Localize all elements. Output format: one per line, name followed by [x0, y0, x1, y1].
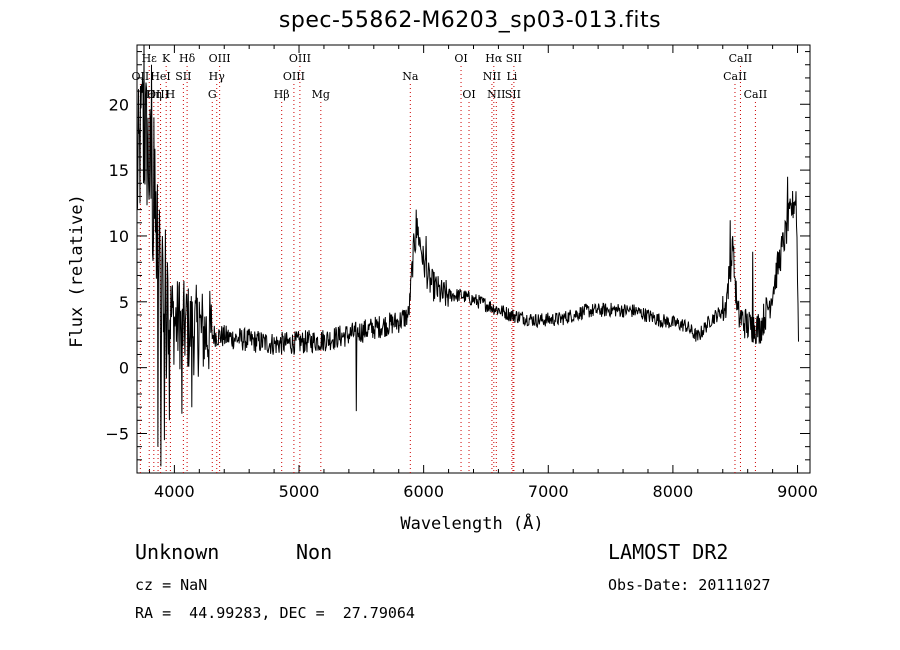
x-tick-label: 5000 — [279, 482, 320, 501]
spectrum-line — [136, 44, 799, 467]
y-tick-label: 20 — [109, 95, 129, 114]
line-label: NII — [487, 88, 505, 101]
line-label: Li — [506, 70, 517, 83]
line-label: Hδ — [179, 52, 196, 65]
line-label: CaII — [744, 88, 768, 101]
y-tick-label: −5 — [105, 424, 129, 443]
line-label: OII — [132, 70, 150, 83]
x-tick-label: 9000 — [777, 482, 818, 501]
line-label: CaII — [729, 52, 753, 65]
y-tick-label: 0 — [119, 359, 129, 378]
x-tick-label: 7000 — [528, 482, 569, 501]
x-tick-label: 8000 — [653, 482, 694, 501]
line-label: SII — [175, 70, 191, 83]
ra-dec: RA = 44.99283, DEC = 27.79064 — [135, 604, 415, 622]
line-label: NII — [483, 70, 501, 83]
line-label: SII — [505, 88, 521, 101]
line-label: Hε — [142, 52, 158, 65]
line-label: Mg — [312, 88, 330, 101]
line-label: H — [166, 88, 176, 101]
x-tick-label: 6000 — [403, 482, 444, 501]
subclass-label: Non — [296, 540, 333, 564]
obs-date: Obs-Date: 20111027 — [608, 576, 771, 594]
line-label: OI — [454, 52, 467, 65]
line-label: HeI — [150, 70, 170, 83]
y-axis-label: Flux (relative) — [67, 194, 87, 348]
y-tick-label: 10 — [109, 227, 129, 246]
y-tick-label: 15 — [109, 161, 129, 180]
x-tick-label: 4000 — [154, 482, 195, 501]
line-label: K — [162, 52, 171, 65]
line-label: OIII — [147, 88, 169, 101]
line-label: Hγ — [209, 70, 226, 83]
line-label: SII — [506, 52, 522, 65]
line-label: G — [208, 88, 217, 101]
line-label: Hβ — [274, 88, 290, 101]
line-label: OIII — [283, 70, 305, 83]
line-label: OIII — [289, 52, 311, 65]
line-label: CaII — [723, 70, 747, 83]
line-label: OIII — [209, 52, 231, 65]
chart-title: spec-55862-M6203_sp03-013.fits — [278, 8, 662, 33]
line-label: Na — [402, 70, 419, 83]
line-label: Hη — [146, 88, 162, 101]
class-label: Unknown — [135, 540, 220, 564]
plot-frame — [136, 44, 811, 474]
y-tick-label: 5 — [119, 293, 129, 312]
line-label: OI — [462, 88, 475, 101]
x-axis-label: Wavelength (Å) — [400, 512, 543, 534]
line-label: Hα — [485, 52, 503, 65]
cz-value: cz = NaN — [135, 576, 208, 594]
survey-label: LAMOST DR2 — [608, 540, 729, 564]
